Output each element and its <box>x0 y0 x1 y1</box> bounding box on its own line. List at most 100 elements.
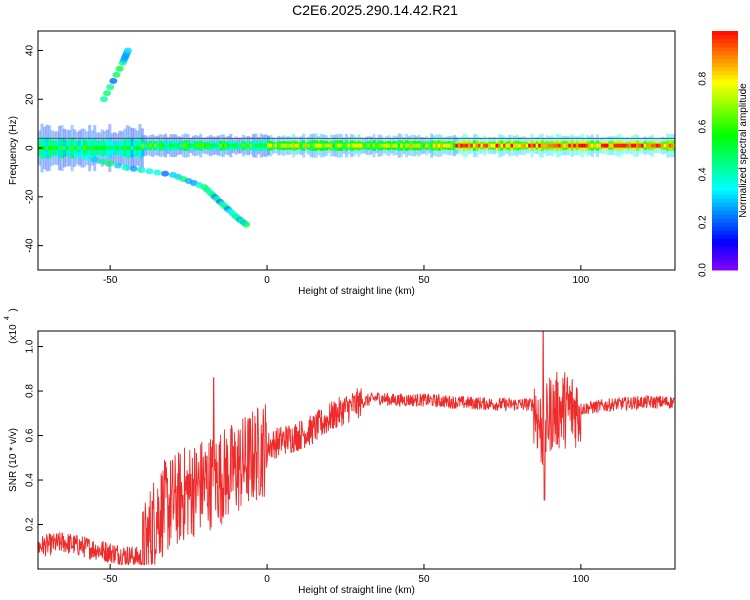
spectrogram-core <box>535 143 539 148</box>
spectrogram-core <box>616 143 620 148</box>
spectrogram-core <box>196 143 200 148</box>
spectrogram-core <box>385 143 389 148</box>
colorbar-swatch <box>712 194 738 199</box>
spectrogram-core <box>465 143 469 148</box>
spectrogram-core <box>375 143 379 148</box>
x-tick-label: 100 <box>573 275 590 286</box>
spectrogram-core <box>58 146 62 151</box>
colorbar-swatch <box>712 230 738 235</box>
spectrogram-core <box>226 143 230 148</box>
spectrogram-core <box>169 143 173 148</box>
spectrogram-core <box>342 143 346 148</box>
spectrogram-core <box>487 143 491 148</box>
spectrogram-core <box>324 143 328 148</box>
spectrogram-core <box>70 146 74 151</box>
spectrogram-core <box>186 143 190 148</box>
spectrogram-core <box>523 143 527 148</box>
colorbar-swatch <box>712 182 738 187</box>
spectrogram-core <box>610 143 614 148</box>
colorbar-label: Normalized spectral amplitude <box>738 83 749 218</box>
colorbar-tick-label: 0.6 <box>698 119 709 133</box>
spectrogram-core <box>362 143 366 148</box>
colorbar-swatch <box>712 262 738 267</box>
spectrogram-core <box>151 143 155 148</box>
spectrogram-core <box>545 143 549 148</box>
colorbar-swatch <box>712 138 738 144</box>
spectrogram-core <box>646 143 650 148</box>
spectrogram-core <box>450 143 454 148</box>
spectrogram-core <box>85 146 89 151</box>
spectrogram-core <box>390 143 394 148</box>
spectrogram-core <box>485 143 489 148</box>
spectrogram-core <box>327 143 331 148</box>
spectrogram-core <box>130 146 134 151</box>
spectrogram-core <box>128 146 132 151</box>
colorbar-swatch <box>712 254 738 259</box>
x-axis-label: Height of straight line (km) <box>298 585 415 596</box>
spectrogram-core <box>482 143 486 148</box>
spectrogram-core <box>302 143 306 148</box>
spectrogram-core <box>626 143 630 148</box>
x-tick-label: -50 <box>103 275 118 286</box>
y-tick-label: 0.4 <box>25 473 36 487</box>
plot-frame <box>37 30 676 271</box>
spectrogram-core <box>249 143 253 148</box>
spectrogram-core <box>593 143 597 148</box>
spectrogram-core <box>189 143 193 148</box>
spectrogram-core <box>314 143 318 148</box>
spectrogram-core <box>294 143 298 148</box>
spectrogram-core <box>530 143 534 148</box>
spectrogram-core <box>110 146 114 151</box>
spectrogram-blob <box>106 160 115 167</box>
axis-multiplier: (x10 <box>8 324 19 344</box>
spectrogram-core <box>631 143 635 148</box>
spectrogram-core <box>518 143 522 148</box>
spectrogram-core <box>608 143 612 148</box>
spectrogram-core <box>120 146 124 151</box>
spectrogram-core <box>417 143 421 148</box>
colorbar: 0.0 0.2 0.4 0.6 0.8 Normalized spectral ampli… <box>698 31 749 277</box>
spectrogram-core <box>246 143 250 148</box>
spectrogram-core <box>154 143 158 148</box>
spectrogram-core <box>312 143 316 148</box>
spectrogram-core <box>387 143 391 148</box>
spectrogram-blob <box>74 152 83 159</box>
spectrogram-core <box>229 143 233 148</box>
spectrogram-core <box>380 143 384 148</box>
spectrogram-core <box>174 143 178 148</box>
spectrogram-core <box>252 143 256 148</box>
spectrogram-core <box>510 143 514 148</box>
spectrogram-core <box>164 143 168 148</box>
spectrogram-core <box>354 143 358 148</box>
y-axis-label: SNR (10 * v/v) <box>8 428 19 492</box>
spectrogram-core <box>457 143 461 148</box>
spectrogram-core <box>613 143 617 148</box>
spectrogram-core <box>651 143 655 148</box>
spectrogram-core <box>538 143 542 148</box>
spectrogram-core <box>600 143 604 148</box>
spectrogram-core <box>402 143 406 148</box>
spectrogram-core <box>55 146 59 151</box>
spectrogram-core <box>359 143 363 148</box>
spectrogram-core <box>661 143 665 148</box>
spectrogram-core <box>244 143 248 148</box>
spectrogram-core <box>194 143 198 148</box>
spectrogram-core <box>495 143 499 148</box>
spectrogram-core <box>287 143 291 148</box>
spectrogram-core <box>671 143 675 148</box>
colorbar-swatch <box>712 198 738 203</box>
colorbar-tick-label: 0.2 <box>698 215 709 229</box>
spectrogram-core <box>53 146 57 151</box>
x-tick-label: -50 <box>103 574 118 585</box>
spectrogram-core <box>83 146 87 151</box>
spectrogram-core <box>274 143 278 148</box>
spectrogram-core <box>575 143 579 148</box>
spectrogram-blob <box>129 165 138 172</box>
colorbar-swatch <box>712 210 738 215</box>
y-tick-label: 0.6 <box>25 428 36 442</box>
spectrogram-core <box>400 143 404 148</box>
spectrogram-core <box>666 143 670 148</box>
spectrogram-core <box>623 143 627 148</box>
spectrogram-core <box>184 143 188 148</box>
spectrogram-core <box>75 146 79 151</box>
